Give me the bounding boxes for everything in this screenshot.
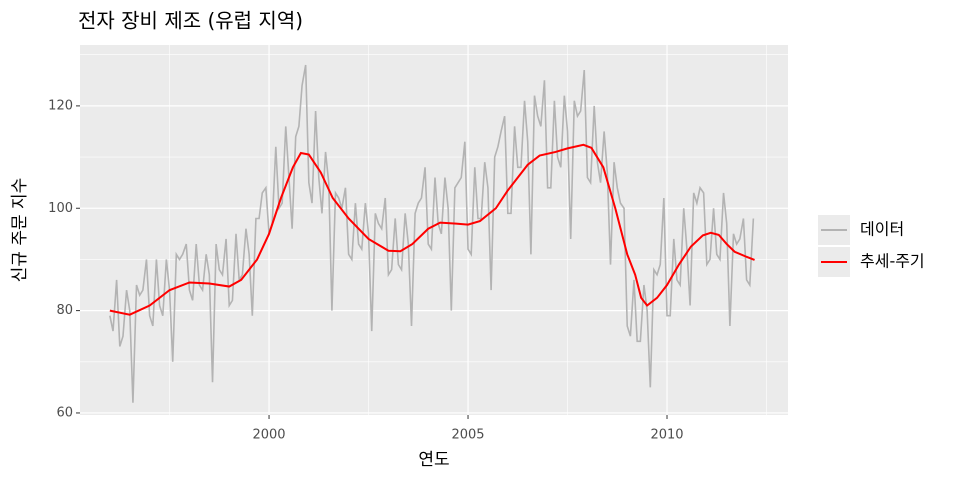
x-axis-title: 연도 <box>418 450 449 470</box>
x-tick-label: 2010 <box>650 428 683 443</box>
y-tick-label: 120 <box>48 98 73 113</box>
legend-label: 추세-주기 <box>860 252 925 271</box>
series-line <box>109 143 755 316</box>
plot-panel <box>80 45 788 415</box>
y-tick-label: 100 <box>48 201 73 216</box>
y-tick-label: 60 <box>56 405 73 420</box>
chart-title: 전자 장비 제조 (유럽 지역) <box>78 9 303 33</box>
x-tick-label: 2000 <box>252 428 285 443</box>
x-tick-label: 2005 <box>451 428 484 443</box>
series-line <box>109 64 755 403</box>
y-axis-title: 신규 주문 지수 <box>10 178 30 283</box>
y-tick-label: 80 <box>56 303 73 318</box>
legend-label: 데이터 <box>860 220 904 239</box>
